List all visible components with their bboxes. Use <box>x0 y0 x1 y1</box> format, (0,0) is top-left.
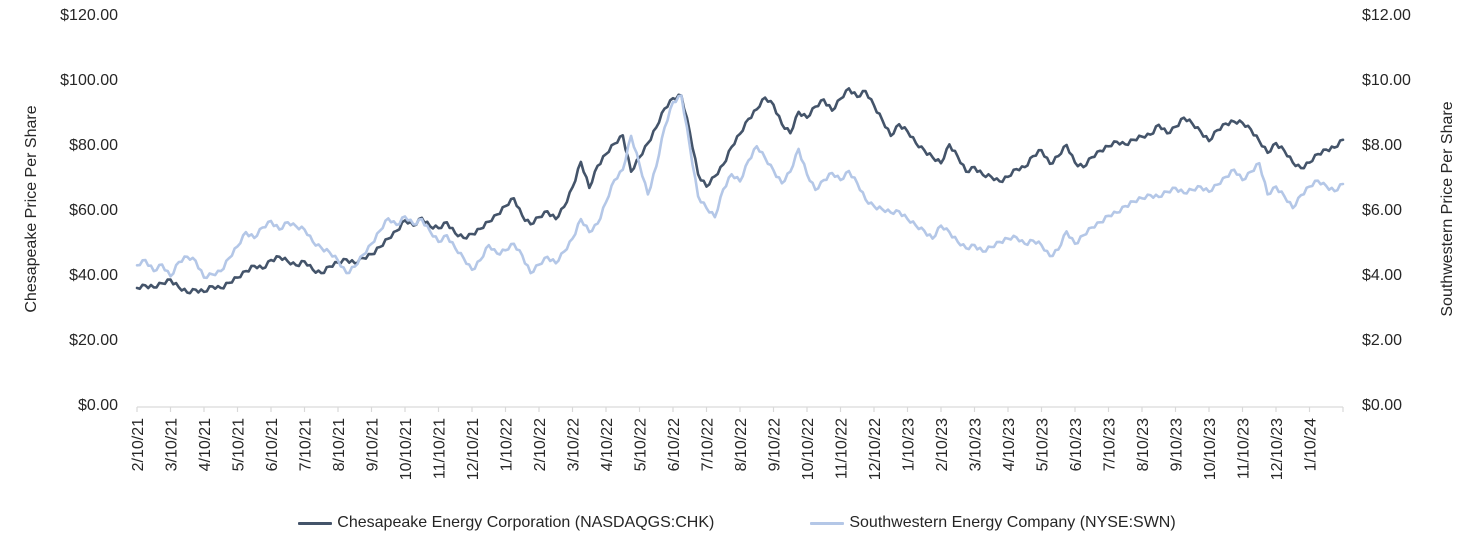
x-tick-label: 9/10/22 <box>767 418 784 471</box>
chk-legend-label: Chesapeake Energy Corporation (NASDAQGS:… <box>337 514 715 531</box>
right-y-tick-label: $8.00 <box>1362 137 1402 154</box>
x-tick-label: 5/10/23 <box>1035 418 1052 471</box>
x-tick-label: 5/10/21 <box>231 418 248 471</box>
x-tick-label: 1/10/24 <box>1303 418 1320 471</box>
x-tick-label: 10/10/22 <box>800 418 817 480</box>
x-tick-label: 4/10/21 <box>197 418 214 471</box>
x-tick-label: 4/10/23 <box>1001 418 1018 471</box>
x-tick-label: 11/10/22 <box>834 418 851 479</box>
swn-price-line <box>135 94 1345 280</box>
left-y-tick-label: $80.00 <box>69 137 118 154</box>
left-y-tick-label: $20.00 <box>69 332 118 349</box>
x-tick-label: 9/10/21 <box>365 418 382 471</box>
chk-line-swatch <box>298 521 333 525</box>
left-axis-title: Chesapeake Price Per Share <box>23 105 40 313</box>
left-y-tick-label: $100.00 <box>60 72 118 89</box>
swn-line-swatch <box>810 521 845 525</box>
x-tick-label: 3/10/23 <box>968 418 985 471</box>
right-y-tick-label: $10.00 <box>1362 72 1411 89</box>
x-tick-label: 12/10/22 <box>867 418 884 480</box>
right-y-tick-label: $12.00 <box>1362 7 1411 24</box>
left-y-tick-label: $120.00 <box>60 7 118 24</box>
x-tick-label: 6/10/23 <box>1068 418 1085 471</box>
right-y-tick-label: $0.00 <box>1362 397 1402 414</box>
right-y-tick-label: $4.00 <box>1362 267 1402 284</box>
chart-legend: Chesapeake Energy Corporation (NASDAQGS:… <box>0 514 1474 532</box>
x-tick-label: 7/10/21 <box>298 418 315 471</box>
right-y-tick-label: $6.00 <box>1362 202 1402 219</box>
legend-item-chk: Chesapeake Energy Corporation (NASDAQGS:… <box>298 514 714 532</box>
x-tick-label: 2/10/23 <box>934 418 951 471</box>
x-tick-label: 10/10/23 <box>1202 418 1219 480</box>
x-tick-label: 1/10/22 <box>499 418 516 471</box>
right-y-tick-label: $2.00 <box>1362 332 1402 349</box>
x-tick-label: 7/10/22 <box>700 418 717 471</box>
x-tick-label: 12/10/21 <box>465 418 482 480</box>
x-tick-label: 1/10/23 <box>901 418 918 471</box>
chk-price-line <box>135 87 1345 295</box>
x-tick-label: 9/10/23 <box>1169 418 1186 471</box>
x-tick-label: 2/10/21 <box>130 418 147 471</box>
x-tick-label: 11/10/21 <box>432 418 449 479</box>
x-tick-label: 6/10/22 <box>666 418 683 471</box>
x-tick-label: 10/10/21 <box>398 418 415 480</box>
right-axis-title: Southwestern Price Per Share <box>1439 101 1456 317</box>
x-tick-label: 6/10/21 <box>264 418 281 471</box>
legend-item-swn: Southwestern Energy Company (NYSE:SWN) <box>810 514 1176 532</box>
x-tick-label: 8/10/21 <box>331 418 348 471</box>
x-tick-label: 3/10/21 <box>164 418 181 471</box>
x-tick-label: 3/10/22 <box>566 418 583 471</box>
x-tick-label: 8/10/23 <box>1135 418 1152 471</box>
x-tick-label: 7/10/23 <box>1102 418 1119 471</box>
left-y-tick-label: $60.00 <box>69 202 118 219</box>
x-tick-label: 5/10/22 <box>633 418 650 471</box>
left-y-tick-label: $0.00 <box>78 397 118 414</box>
x-tick-label: 11/10/23 <box>1236 418 1253 479</box>
x-tick-label: 12/10/23 <box>1269 418 1286 480</box>
swn-legend-label: Southwestern Energy Company (NYSE:SWN) <box>849 514 1176 531</box>
x-tick-label: 8/10/22 <box>733 418 750 471</box>
left-y-tick-label: $40.00 <box>69 267 118 284</box>
x-tick-label: 4/10/22 <box>599 418 616 471</box>
x-tick-label: 2/10/22 <box>532 418 549 471</box>
